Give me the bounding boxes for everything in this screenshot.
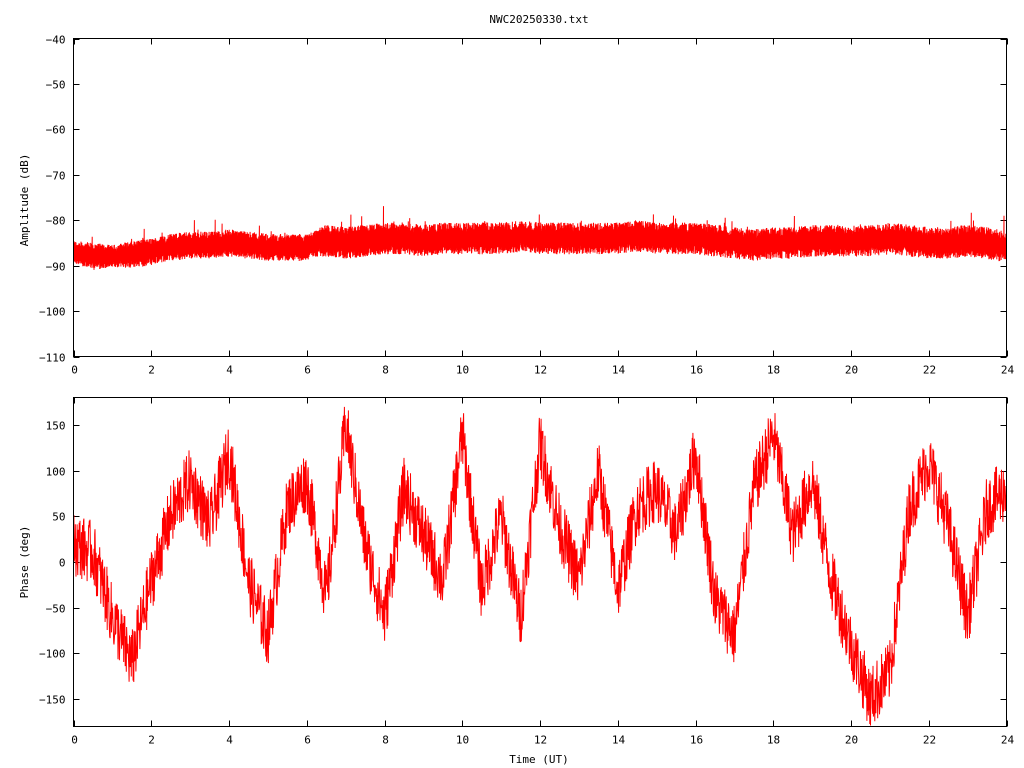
y-tick-label: −50 [46,79,66,92]
phase-panel: Phase (deg) 0 2 4 6 8 10 12 14 16 18 20 22 241501005… [18,397,1015,766]
x-tick-label: 24 [1001,364,1015,377]
phase-plot-frame [73,397,1007,727]
y-tick-label: −100 [39,306,66,319]
x-tick-label: 2 [148,364,155,377]
chart-title: NWC20250330.txt [489,13,588,26]
x-tick-label: 14 [612,734,626,747]
phase-series-line [73,406,1007,726]
y-tick-label: 50 [52,511,65,524]
x-tick-label: 18 [767,734,780,747]
y-tick-label: −90 [46,261,66,274]
amplitude-plot-area: 0 2 4 6 8 10 12 14 16 18 20 22 24−40−50−60−70−80−90−… [39,34,1014,377]
x-tick-label: 6 [304,364,311,377]
x-tick-label: 4 [226,364,233,377]
x-tick-label: 0 [71,364,78,377]
x-tick-label: 12 [534,734,547,747]
phase-x-axis-label: Time (UT) [509,753,569,766]
x-tick-label: 4 [226,734,233,747]
x-tick-label: 0 [71,734,78,747]
y-tick-label: −60 [46,124,66,137]
y-tick-label: 150 [46,420,66,433]
y-tick-label: −110 [39,352,66,365]
x-tick-label: 24 [1001,734,1015,747]
x-tick-label: 10 [456,364,469,377]
x-tick-label: 18 [767,364,780,377]
phase-plot-area: 0 2 4 6 8 10 12 14 16 18 20 22 24150100500−50−100−15… [39,397,1015,747]
x-tick-label: 6 [304,734,311,747]
x-tick-label: 10 [456,734,469,747]
y-tick-label: 0 [59,557,66,570]
x-tick-label: 14 [612,364,626,377]
x-tick-label: 16 [690,364,703,377]
y-tick-label: −100 [39,648,66,661]
x-tick-label: 20 [845,364,858,377]
x-tick-label: 2 [148,734,155,747]
y-tick-label: −50 [46,603,66,616]
x-tick-label: 8 [382,734,389,747]
x-tick-label: 16 [690,734,703,747]
amplitude-series-line [73,206,1007,270]
phase-y-axis-label: Phase (deg) [18,526,31,599]
amplitude-plot-frame [73,38,1007,357]
x-tick-label: 22 [923,364,936,377]
x-tick-label: 20 [845,734,858,747]
amplitude-y-axis-label: Amplitude (dB) [18,154,31,247]
x-tick-label: 8 [382,364,389,377]
x-tick-label: 22 [923,734,936,747]
amplitude-panel: Amplitude (dB) 0 2 4 6 8 10 12 14 16 18 20 22 24−40−… [18,34,1014,377]
x-tick-label: 12 [534,364,547,377]
y-tick-label: −40 [46,34,66,47]
y-tick-label: −80 [46,215,66,228]
y-tick-label: −70 [46,170,66,183]
y-tick-label: −150 [39,694,66,707]
y-tick-label: 100 [46,466,66,479]
